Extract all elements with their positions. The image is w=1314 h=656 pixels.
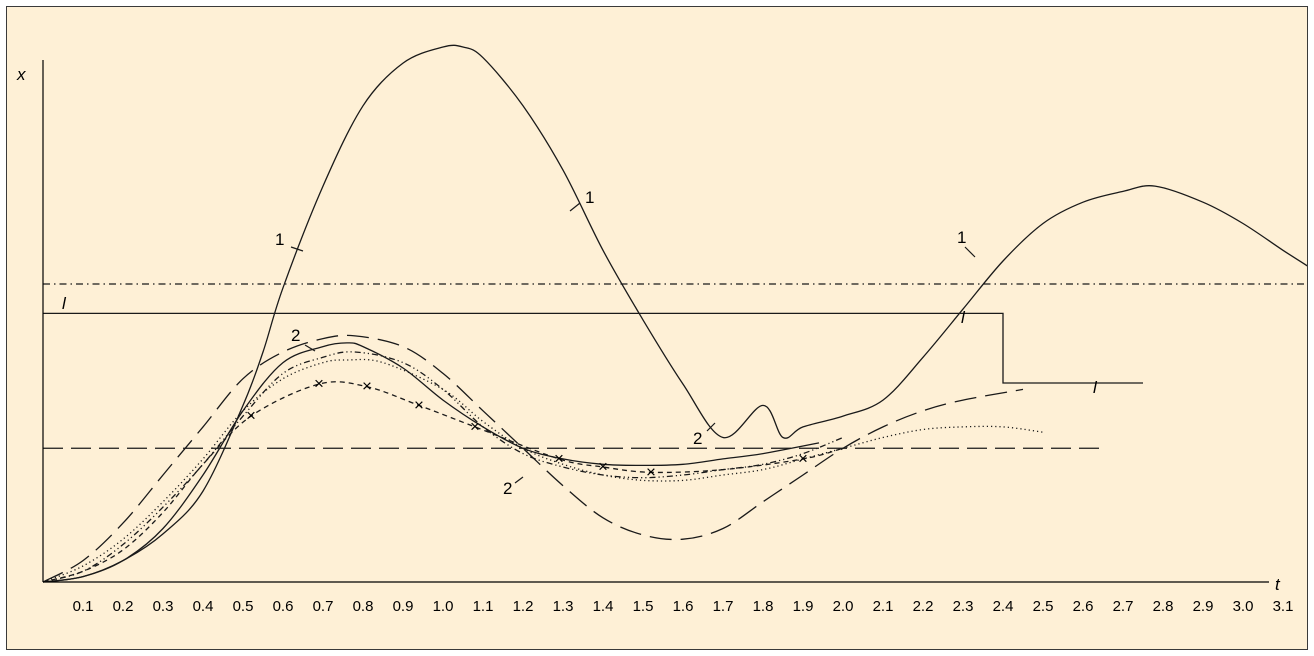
x-tick-label: 2.1 [873, 598, 894, 615]
x-tick-label: 3.1 [1273, 598, 1294, 615]
x-tick-label: 0.6 [273, 598, 294, 615]
x-tick-label: 1.5 [633, 598, 654, 615]
curve-label-step-drop: l [961, 308, 966, 327]
annotation-leader [304, 344, 316, 352]
x-tick-label: 0.3 [153, 598, 174, 615]
x-tick-label: 0.7 [313, 598, 334, 615]
x-marker: × [598, 457, 608, 476]
curve-label-step-end: l [1093, 378, 1098, 397]
series-line-1-solid [42, 44, 1307, 583]
x-marker: × [554, 449, 564, 468]
x-tick-label: 0.2 [113, 598, 134, 615]
x-tick-label: 0.5 [233, 598, 254, 615]
x-tick-label: 2.2 [913, 598, 934, 615]
annotation-leader [964, 246, 976, 258]
curve-label-series-1-rising: 1 [275, 230, 284, 249]
x-tick-label: 2.3 [953, 598, 974, 615]
series-line-l-step [43, 312, 1143, 384]
curves [42, 44, 1307, 583]
annotation-leader [706, 422, 716, 432]
chart-plot: ×× ×××× × ×× x t 0.1 0.2 0.3 0.4 0.5 0.6 0.7 0.8 0.… [16, 44, 1307, 615]
curve-annotations: 1 1 1 2 2 2 l l l [62, 188, 1098, 498]
reference-lines [43, 283, 1307, 449]
x-tick-label: 2.0 [833, 598, 854, 615]
x-tick-label: 0.8 [353, 598, 374, 615]
x-tick-label: 1.4 [593, 598, 614, 615]
x-tick-label: 1.7 [713, 598, 734, 615]
x-markers: × × × × × × × × × [246, 374, 808, 481]
x-tick-label: 1.2 [513, 598, 534, 615]
x-tick-label: 3.0 [1233, 598, 1254, 615]
x-marker: × [246, 406, 256, 425]
x-tick-label: 2.9 [1193, 598, 1214, 615]
chart-frame: × × × × × × × × × x t 0.1 0.2 0.3 0.4 0.5 0.6 0.7 0.8 0.… [6, 6, 1308, 650]
x-tick-label: 2.5 [1033, 598, 1054, 615]
curve-label-series-1-falling: 1 [585, 188, 594, 207]
x-marker: × [362, 377, 372, 396]
x-tick-label: 2.4 [993, 598, 1014, 615]
curve-label-series-2-peak: 2 [291, 326, 300, 345]
y-axis-label: x [16, 65, 26, 84]
x-tick-label: 0.1 [73, 598, 94, 615]
x-tick-label: 2.6 [1073, 598, 1094, 615]
x-marker: × [414, 395, 424, 414]
series-line-unnamed-dotted [42, 358, 1044, 583]
x-tick-label: 1.9 [793, 598, 814, 615]
series-line-unnamed-dash-dot-dot [42, 351, 844, 583]
x-tick-labels: 0.1 0.2 0.3 0.4 0.5 0.6 0.7 0.8 0.9 1.0 1.1 1.2 1.3 1… [73, 598, 1294, 615]
series-line-unnamed-dash-x [42, 381, 844, 583]
x-tick-label: 1.8 [753, 598, 774, 615]
x-tick-label: 1.1 [473, 598, 494, 615]
curve-label-series-2-trough: 2 [503, 479, 512, 498]
x-tick-label: 1.6 [673, 598, 694, 615]
x-marker: × [470, 417, 480, 436]
series-line-2-solid [42, 342, 820, 583]
x-marker: × [798, 449, 808, 468]
x-axis-label: t [1275, 575, 1281, 594]
x-marker: × [646, 462, 656, 481]
x-marker: × [314, 374, 324, 393]
x-tick-label: 0.9 [393, 598, 414, 615]
annotation-leader [514, 476, 524, 484]
annotation-leader [290, 246, 304, 252]
x-tick-label: 2.8 [1153, 598, 1174, 615]
curve-label-step-start: l [62, 294, 67, 313]
annotation-leader [569, 202, 581, 212]
x-tick-label: 1.3 [553, 598, 574, 615]
x-tick-label: 0.4 [193, 598, 214, 615]
x-tick-label: 1.0 [433, 598, 454, 615]
x-tick-label: 2.7 [1113, 598, 1134, 615]
curve-label-series-1-second-rise: 1 [957, 228, 966, 247]
curve-label-series-2-dashed-rise: 2 [693, 429, 702, 448]
